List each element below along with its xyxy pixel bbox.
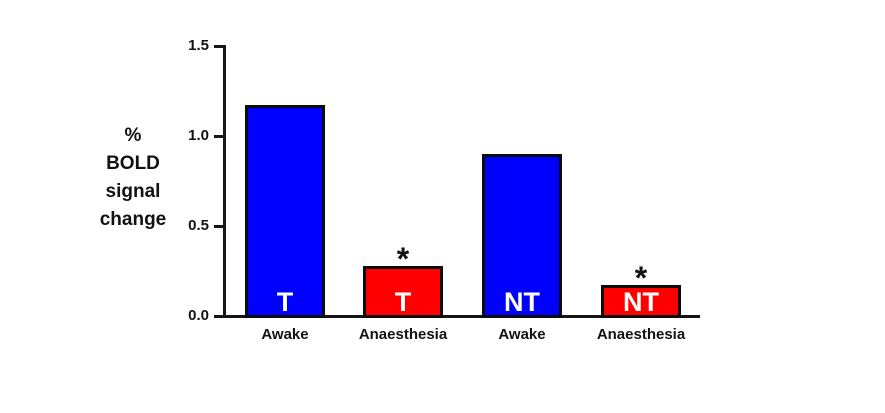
y-axis-tick-label: 0.0 [188,307,209,324]
x-axis-category-label: Awake [261,326,309,343]
bar-group-label: T [276,287,294,317]
y-axis-tick-mark [214,135,224,138]
y-axis-tick-label: 1.0 [188,127,209,144]
y-axis-tick-mark [214,225,224,228]
significance-asterisk: * [396,241,410,277]
significance-asterisk: * [634,260,648,296]
bar-t-awake: T [245,105,325,318]
y-axis-tick-mark [214,315,224,318]
y-axis-tick-label: 0.5 [188,217,209,234]
bar-group-label: NT [623,287,659,317]
y-axis-tick-label: 1.5 [188,37,209,54]
y-axis-tick-mark [214,45,224,48]
x-axis-category-label: Anaesthesia [596,326,686,343]
bar-group-label: NT [504,287,540,317]
x-axis-line [223,315,700,318]
bar-t-anaesthesia: T [363,266,443,318]
y-axis-title: % BOLD signal change [99,125,167,230]
bar-group-label: T [394,287,412,317]
x-axis-category-label: Anaesthesia [358,326,448,343]
bar-nt-awake: NT [482,154,562,318]
bar-nt-anaesthesia: NT [601,285,681,318]
x-axis-category-label: Awake [498,326,546,343]
y-axis-line [223,45,226,316]
